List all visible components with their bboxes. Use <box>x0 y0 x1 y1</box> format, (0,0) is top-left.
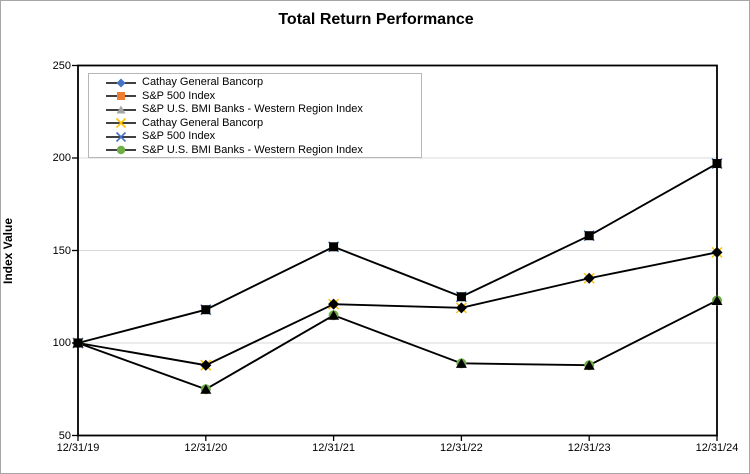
marker-square <box>73 338 83 348</box>
marker-diamond <box>583 272 595 284</box>
legend-label: S&P 500 Index <box>142 130 216 142</box>
legend-label: Cathay General Bancorp <box>142 76 264 88</box>
series-line-0 <box>77 251 718 367</box>
marker-triangle <box>583 360 595 370</box>
x-tick-label: 12/31/20 <box>184 442 228 454</box>
series-line-1 <box>77 162 718 344</box>
marker-diamond <box>200 359 212 371</box>
legend-item: S&P U.S. BMI Banks - Western Region Inde… <box>105 103 421 117</box>
legend-marker-icon-x <box>106 118 136 129</box>
legend-marker-icon-square <box>106 92 136 101</box>
y-tick-label: 100 <box>52 337 71 349</box>
marker-square <box>329 242 339 252</box>
marker-square <box>456 292 466 302</box>
x-tick-label: 12/31/19 <box>56 442 100 454</box>
marker-triangle <box>200 384 212 394</box>
legend-item: Cathay General Bancorp <box>105 117 421 131</box>
marker-square <box>712 159 722 169</box>
legend-item: S&P 500 Index <box>105 90 421 104</box>
x-tick-label: 12/31/22 <box>439 442 483 454</box>
legend-marker-icon-diamond <box>106 78 136 88</box>
x-tick-label: 12/31/21 <box>312 442 355 454</box>
y-tick-label: 250 <box>52 59 71 72</box>
legend-marker-icon-triangle <box>106 105 136 114</box>
y-tick-label: 200 <box>52 152 71 164</box>
marker-diamond <box>711 246 723 258</box>
legend-label: S&P U.S. BMI Banks - Western Region Inde… <box>142 103 363 115</box>
marker-diamond <box>328 298 340 310</box>
legend-marker-icon-x <box>106 131 136 142</box>
x-tick-label: 12/31/24 <box>695 442 739 454</box>
legend-item: S&P U.S. BMI Banks - Western Region Inde… <box>105 144 421 158</box>
marker-square <box>584 231 594 241</box>
marker-triangle <box>455 358 467 368</box>
legend-marker-icon-circle <box>106 146 136 155</box>
legend-label: Cathay General Bancorp <box>142 116 264 129</box>
legend-label: S&P 500 Index <box>142 89 216 102</box>
legend-item: S&P 500 Index <box>105 130 421 144</box>
marker-triangle <box>711 295 723 305</box>
chart-title: Total Return Performance <box>278 11 474 28</box>
x-tick-label: 12/31/23 <box>567 442 611 454</box>
y-tick-label: 50 <box>58 429 71 442</box>
marker-diamond <box>455 302 467 314</box>
marker-square <box>201 305 211 315</box>
legend-item: Cathay General Bancorp <box>105 76 421 90</box>
series-line-2 <box>77 299 718 391</box>
marker-triangle <box>328 310 340 320</box>
y-tick-label: 150 <box>52 244 71 257</box>
legend: Cathay General Bancorp S&P 500 Index S&P U… <box>88 73 422 158</box>
legend-label: S&P U.S. BMI Banks - Western Region Inde… <box>142 143 363 156</box>
